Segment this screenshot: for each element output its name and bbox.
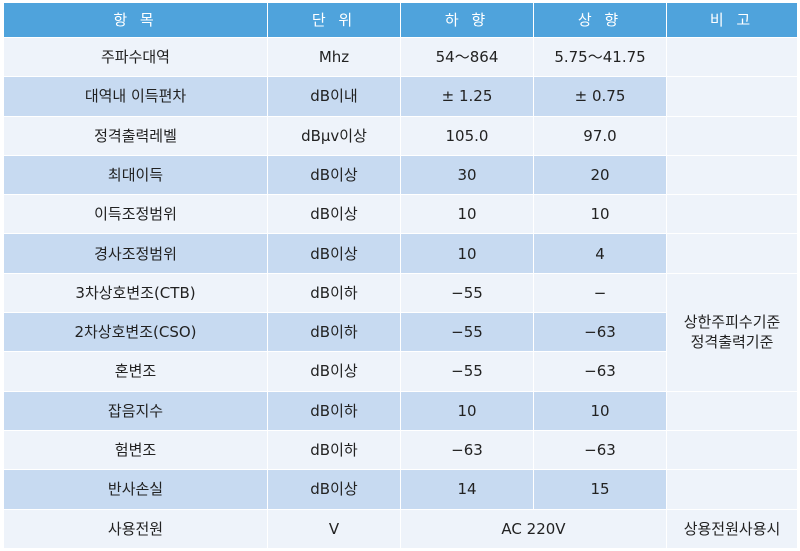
cell-note: 상용전원사용시 bbox=[666, 508, 798, 550]
cell-note bbox=[666, 76, 798, 117]
header-item: 항 목 bbox=[3, 2, 268, 38]
table-row: 정격출력레벨 dBμv이상 105.0 97.0 bbox=[3, 115, 798, 156]
cell-unit: dB이하 bbox=[267, 429, 401, 471]
cell-unit: dB이하 bbox=[267, 272, 401, 314]
cell-note bbox=[666, 429, 798, 471]
cell-unit: dB이상 bbox=[267, 469, 401, 510]
cell-note bbox=[666, 390, 798, 431]
cell-power-value: AC 220V bbox=[400, 508, 667, 550]
cell-note bbox=[666, 233, 798, 274]
cell-note bbox=[666, 194, 798, 235]
cell-down: 105.0 bbox=[400, 115, 534, 156]
cell-down: −55 bbox=[400, 351, 534, 392]
table-row: 이득조정범위 dB이상 10 10 bbox=[3, 194, 798, 235]
cell-item: 3차상호변조(CTB) bbox=[3, 272, 268, 314]
cell-item: 최대이득 bbox=[3, 154, 268, 196]
cell-up: −63 bbox=[533, 351, 667, 392]
table-row: 잡음지수 dB이하 10 10 bbox=[3, 390, 798, 431]
cell-item: 2차상호변조(CSO) bbox=[3, 312, 268, 353]
cell-down: −63 bbox=[400, 429, 534, 471]
cell-unit: dBμv이상 bbox=[267, 115, 401, 156]
cell-unit: dB이내 bbox=[267, 76, 401, 117]
cell-up: 20 bbox=[533, 154, 667, 196]
table-row: 혼변조 dB이상 −55 −63 bbox=[3, 351, 798, 392]
spec-table: 항 목 단 위 하 향 상 향 비 고 주파수대역 Mhz 54～864 5.7… bbox=[3, 2, 798, 550]
cell-up: 10 bbox=[533, 390, 667, 431]
cell-item: 혼변조 bbox=[3, 351, 268, 392]
cell-down: 10 bbox=[400, 233, 534, 274]
cell-up: 15 bbox=[533, 469, 667, 510]
note-line: 정격출력기준 bbox=[690, 333, 774, 352]
cell-item: 정격출력레벨 bbox=[3, 115, 268, 156]
cell-down: ± 1.25 bbox=[400, 76, 534, 117]
cell-note-group: 상한주피수기준 정격출력기준 bbox=[666, 272, 798, 392]
cell-down: 30 bbox=[400, 154, 534, 196]
cell-up: ± 0.75 bbox=[533, 76, 667, 117]
cell-item: 경사조정범위 bbox=[3, 233, 268, 274]
cell-unit: dB이하 bbox=[267, 390, 401, 431]
header-upstream: 상 향 bbox=[533, 2, 667, 38]
cell-item: 대역내 이득편차 bbox=[3, 76, 268, 117]
header-downstream: 하 향 bbox=[400, 2, 534, 38]
cell-down: 54～864 bbox=[400, 36, 534, 78]
cell-up: 4 bbox=[533, 233, 667, 274]
table-row: 반사손실 dB이상 14 15 bbox=[3, 469, 798, 510]
cell-down: 10 bbox=[400, 194, 534, 235]
power-row: 사용전원 V AC 220V 상용전원사용시 bbox=[3, 508, 798, 550]
cell-unit: dB이상 bbox=[267, 351, 401, 392]
cell-unit: dB이상 bbox=[267, 194, 401, 235]
table-row: 경사조정범위 dB이상 10 4 bbox=[3, 233, 798, 274]
header-unit: 단 위 bbox=[267, 2, 401, 38]
cell-up: −63 bbox=[533, 429, 667, 471]
cell-item: 반사손실 bbox=[3, 469, 268, 510]
cell-item: 사용전원 bbox=[3, 508, 268, 550]
cell-item: 이득조정범위 bbox=[3, 194, 268, 235]
cell-note bbox=[666, 36, 798, 78]
cell-unit: dB이하 bbox=[267, 312, 401, 353]
cell-down: −55 bbox=[400, 272, 534, 314]
cell-up: 97.0 bbox=[533, 115, 667, 156]
cell-item: 잡음지수 bbox=[3, 390, 268, 431]
table-row: 2차상호변조(CSO) dB이하 −55 −63 bbox=[3, 312, 798, 353]
table-row: 주파수대역 Mhz 54～864 5.75～41.75 bbox=[3, 36, 798, 78]
table-row: 험변조 dB이하 −63 −63 bbox=[3, 429, 798, 471]
cell-unit: V bbox=[267, 508, 401, 550]
table-row: 3차상호변조(CTB) dB이하 −55 − 상한주피수기준 정격출력기준 bbox=[3, 272, 798, 392]
cell-item: 험변조 bbox=[3, 429, 268, 471]
cell-note bbox=[666, 469, 798, 510]
cell-down: 14 bbox=[400, 469, 534, 510]
cell-up: 5.75～41.75 bbox=[533, 36, 667, 78]
cell-item: 주파수대역 bbox=[3, 36, 268, 78]
cell-down: −55 bbox=[400, 312, 534, 353]
cell-unit: dB이상 bbox=[267, 233, 401, 274]
cell-up: 10 bbox=[533, 194, 667, 235]
cell-unit: dB이상 bbox=[267, 154, 401, 196]
cell-note bbox=[666, 154, 798, 196]
cell-down: 10 bbox=[400, 390, 534, 431]
cell-note bbox=[666, 115, 798, 156]
cell-up: −63 bbox=[533, 312, 667, 353]
cell-up: − bbox=[533, 272, 667, 314]
cell-unit: Mhz bbox=[267, 36, 401, 78]
note-line: 상한주피수기준 bbox=[683, 312, 781, 331]
header-note: 비 고 bbox=[666, 2, 798, 38]
table-row: 대역내 이득편차 dB이내 ± 1.25 ± 0.75 bbox=[3, 76, 798, 117]
header-row: 항 목 단 위 하 향 상 향 비 고 bbox=[3, 2, 798, 38]
table-row: 최대이득 dB이상 30 20 bbox=[3, 154, 798, 196]
